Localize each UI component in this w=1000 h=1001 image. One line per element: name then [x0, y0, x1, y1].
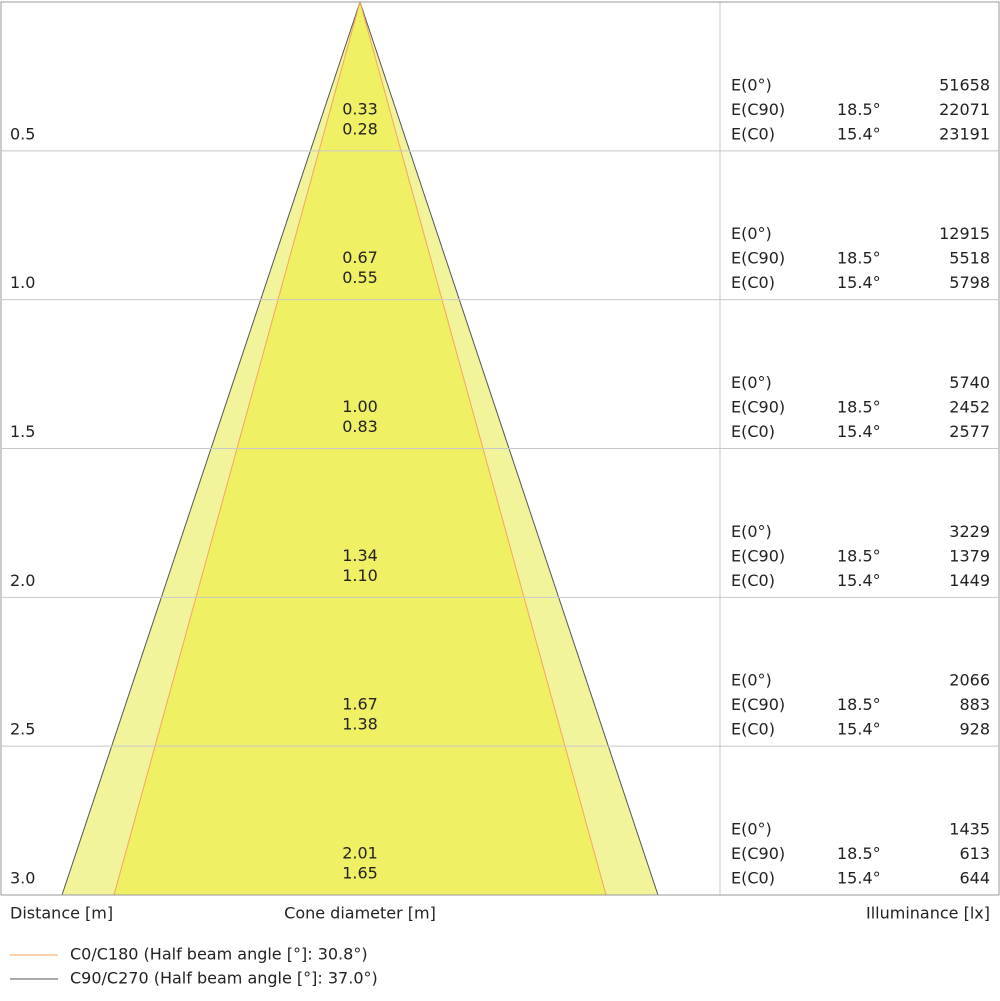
distance-label: 0.5	[10, 124, 35, 143]
illuminance-value: 3229	[949, 522, 990, 541]
beam-angle: 18.5°	[837, 695, 881, 714]
beam-angle: 18.5°	[837, 398, 881, 417]
beam-angle: 15.4°	[837, 720, 881, 739]
illuminance-value: 22071	[939, 100, 990, 119]
beam-angle: 18.5°	[837, 546, 881, 565]
beam-angle: 15.4°	[837, 273, 881, 292]
beam-angle: 18.5°	[837, 100, 881, 119]
cone-diameter: 0.33	[342, 99, 378, 118]
distance-label: 1.0	[10, 273, 35, 292]
footer-label: Illuminance [lx]	[866, 904, 990, 923]
beam-angle: 15.4°	[837, 869, 881, 888]
cone-diameter: 1.00	[342, 397, 378, 416]
illuminance-value: 883	[959, 695, 990, 714]
distance-label: 2.5	[10, 720, 35, 739]
illuminance-value: 1379	[949, 546, 990, 565]
illuminance-label: E(C0)	[731, 869, 775, 888]
beam-angle: 15.4°	[837, 571, 881, 590]
distance-label: 3.0	[10, 869, 35, 888]
illuminance-label: E(0°)	[731, 820, 772, 839]
illuminance-value: 613	[959, 844, 990, 863]
illuminance-label: E(C0)	[731, 720, 775, 739]
distance-label: 1.5	[10, 422, 35, 441]
illuminance-label: E(0°)	[731, 522, 772, 541]
beam-angle: 15.4°	[837, 422, 881, 441]
illuminance-value: 12915	[939, 224, 990, 243]
illuminance-value: 5518	[949, 249, 990, 268]
illuminance-label: E(0°)	[731, 224, 772, 243]
illuminance-label: E(0°)	[731, 75, 772, 94]
illuminance-label: E(C90)	[731, 249, 785, 268]
illuminance-label: E(0°)	[731, 671, 772, 690]
illuminance-label: E(C0)	[731, 273, 775, 292]
illuminance-value: 2577	[949, 422, 990, 441]
illuminance-label: E(C90)	[731, 546, 785, 565]
cone-diameter: 0.55	[342, 268, 378, 287]
illuminance-value: 1449	[949, 571, 990, 590]
illuminance-label: E(C0)	[731, 571, 775, 590]
illuminance-value: 5798	[949, 273, 990, 292]
illuminance-value: 51658	[939, 75, 990, 94]
illuminance-label: E(C0)	[731, 124, 775, 143]
illuminance-label: E(C0)	[731, 422, 775, 441]
cone-diameter: 1.10	[342, 566, 378, 585]
legend-label: C0/C180 (Half beam angle [°]: 30.8°)	[70, 945, 368, 964]
illuminance-label: E(C90)	[731, 844, 785, 863]
beam-angle: 15.4°	[837, 124, 881, 143]
illuminance-value: 928	[959, 720, 990, 739]
cone-diameter: 1.34	[342, 546, 378, 565]
illuminance-label: E(C90)	[731, 695, 785, 714]
illuminance-value: 23191	[939, 124, 990, 143]
footer-label: Cone diameter [m]	[284, 904, 436, 923]
cone-diameter: 2.01	[342, 844, 378, 863]
cone-diameter: 0.28	[342, 119, 378, 138]
legend-label: C90/C270 (Half beam angle [°]: 37.0°)	[70, 969, 378, 988]
illuminance-label: E(C90)	[731, 398, 785, 417]
footer-label: Distance [m]	[10, 904, 113, 923]
illuminance-value: 2066	[949, 671, 990, 690]
illuminance-label: E(C90)	[731, 100, 785, 119]
illuminance-value: 1435	[949, 820, 990, 839]
beam-angle: 18.5°	[837, 844, 881, 863]
illuminance-value: 2452	[949, 398, 990, 417]
cone-diameter: 1.65	[342, 864, 378, 883]
cone-diameter: 1.67	[342, 695, 378, 714]
illuminance-value: 5740	[949, 373, 990, 392]
distance-label: 2.0	[10, 571, 35, 590]
cone-diameter: 0.67	[342, 248, 378, 267]
beam-angle: 18.5°	[837, 249, 881, 268]
illuminance-label: E(0°)	[731, 373, 772, 392]
illuminance-value: 644	[959, 869, 990, 888]
cone-diameter: 1.38	[342, 715, 378, 734]
cone-diameter: 0.83	[342, 417, 378, 436]
